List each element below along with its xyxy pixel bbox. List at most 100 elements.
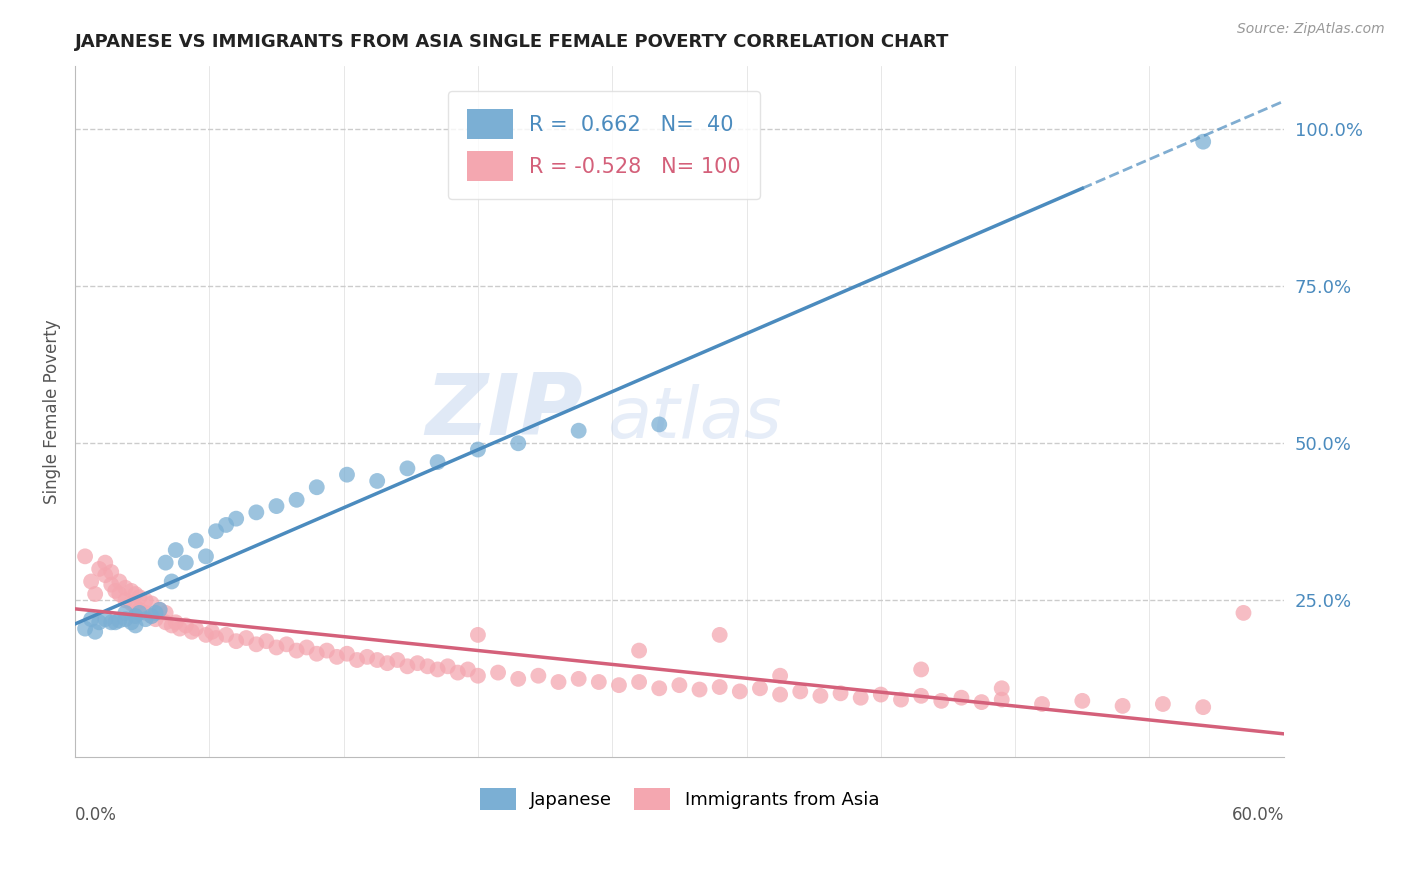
Point xyxy=(346,653,368,667)
Point xyxy=(254,634,277,648)
Point xyxy=(128,603,150,617)
Point xyxy=(1111,698,1133,713)
Point xyxy=(128,606,150,620)
Point xyxy=(160,574,183,589)
Point xyxy=(155,615,177,630)
Point xyxy=(155,556,177,570)
Point xyxy=(94,556,117,570)
Point xyxy=(201,624,224,639)
Point xyxy=(527,669,550,683)
Point xyxy=(100,565,122,579)
Point xyxy=(295,640,318,655)
Point xyxy=(225,634,247,648)
Text: 60.0%: 60.0% xyxy=(1232,805,1284,824)
Point xyxy=(910,689,932,703)
Point xyxy=(990,692,1012,706)
Point xyxy=(174,618,197,632)
Point xyxy=(375,656,398,670)
Point xyxy=(396,461,419,475)
Point xyxy=(165,543,187,558)
Point xyxy=(75,549,97,564)
Point xyxy=(124,609,146,624)
Point xyxy=(235,631,257,645)
Point xyxy=(467,628,489,642)
Point xyxy=(467,669,489,683)
Point xyxy=(124,599,146,614)
Point xyxy=(426,455,449,469)
Point xyxy=(849,690,872,705)
Point xyxy=(84,624,107,639)
Point xyxy=(929,694,952,708)
Point xyxy=(890,692,912,706)
Point xyxy=(149,603,172,617)
Point xyxy=(114,606,136,620)
Point xyxy=(990,681,1012,696)
Point xyxy=(508,672,530,686)
Point xyxy=(114,593,136,607)
Point xyxy=(1071,694,1094,708)
Point xyxy=(80,574,103,589)
Point xyxy=(124,587,146,601)
Text: Source: ZipAtlas.com: Source: ZipAtlas.com xyxy=(1237,22,1385,37)
Point xyxy=(769,688,792,702)
Legend: Japanese, Immigrants from Asia: Japanese, Immigrants from Asia xyxy=(472,781,886,817)
Point xyxy=(245,505,267,519)
Point xyxy=(305,480,328,494)
Point xyxy=(104,615,127,630)
Point xyxy=(141,597,163,611)
Point xyxy=(145,612,167,626)
Point xyxy=(94,568,117,582)
Point xyxy=(215,517,238,532)
Point xyxy=(80,612,103,626)
Point xyxy=(366,474,388,488)
Point xyxy=(336,467,359,482)
Point xyxy=(141,609,163,624)
Text: ZIP: ZIP xyxy=(425,370,582,453)
Point xyxy=(134,606,156,620)
Point xyxy=(648,681,671,696)
Point xyxy=(447,665,470,680)
Text: atlas: atlas xyxy=(607,384,782,453)
Point xyxy=(436,659,458,673)
Point xyxy=(648,417,671,432)
Point xyxy=(285,492,308,507)
Text: JAPANESE VS IMMIGRANTS FROM ASIA SINGLE FEMALE POVERTY CORRELATION CHART: JAPANESE VS IMMIGRANTS FROM ASIA SINGLE … xyxy=(75,33,949,51)
Point xyxy=(547,675,569,690)
Point xyxy=(789,684,811,698)
Point xyxy=(134,612,156,626)
Point xyxy=(769,669,792,683)
Point xyxy=(89,615,111,630)
Point xyxy=(194,628,217,642)
Point xyxy=(108,614,131,628)
Point xyxy=(276,637,298,651)
Point xyxy=(205,631,228,645)
Point xyxy=(75,622,97,636)
Point xyxy=(628,643,651,657)
Point xyxy=(194,549,217,564)
Point xyxy=(1031,697,1053,711)
Text: 0.0%: 0.0% xyxy=(75,805,117,824)
Point xyxy=(114,612,136,626)
Point xyxy=(305,647,328,661)
Point xyxy=(266,499,288,513)
Point xyxy=(457,662,479,676)
Point xyxy=(689,682,711,697)
Point xyxy=(145,606,167,620)
Point xyxy=(728,684,751,698)
Point xyxy=(950,690,973,705)
Point xyxy=(426,662,449,676)
Point xyxy=(165,615,187,630)
Point xyxy=(104,583,127,598)
Point xyxy=(174,556,197,570)
Point xyxy=(155,606,177,620)
Point xyxy=(396,659,419,673)
Point xyxy=(709,628,731,642)
Point xyxy=(184,533,207,548)
Point xyxy=(1152,697,1174,711)
Point xyxy=(169,622,191,636)
Point xyxy=(749,681,772,696)
Point xyxy=(970,695,993,709)
Point xyxy=(285,643,308,657)
Point xyxy=(141,609,163,624)
Point xyxy=(215,628,238,642)
